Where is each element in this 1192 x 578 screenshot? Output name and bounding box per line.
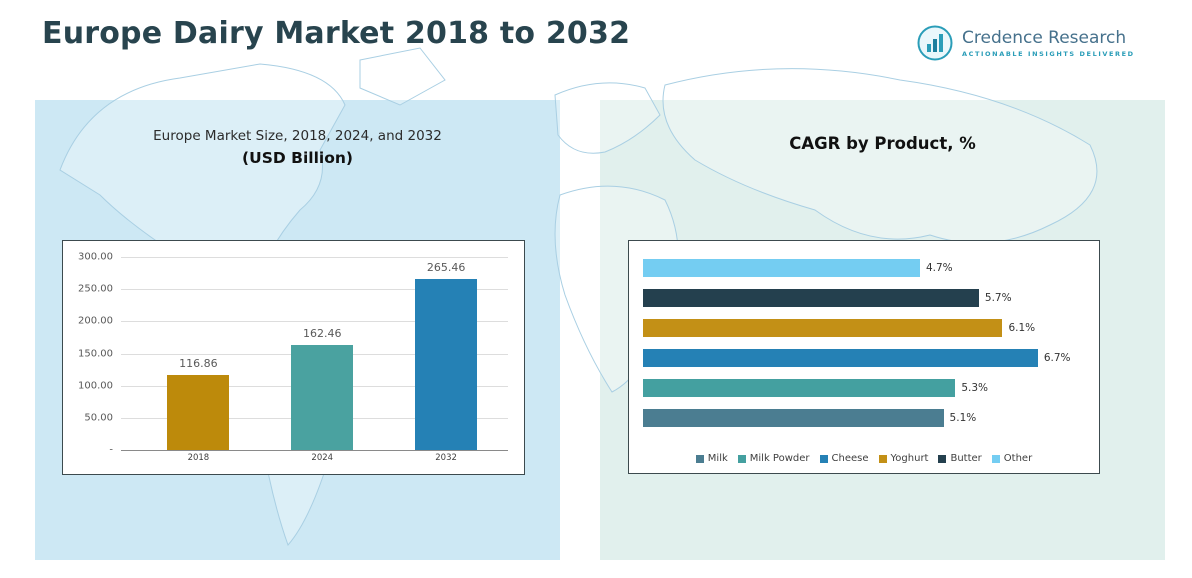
legend-label: Yoghurt — [890, 453, 929, 464]
y-axis-tick: 250.00 — [78, 283, 113, 295]
bar-value-label: 5.3% — [961, 382, 989, 394]
bar-value-label: 4.7% — [925, 262, 953, 274]
y-axis-tick: 300.00 — [78, 251, 113, 263]
logo-name: Credence Research — [962, 28, 1127, 48]
credence-research-logo: Credence Research Actionable Insights De… — [916, 24, 1135, 62]
y-axis-tick: 100.00 — [78, 380, 113, 392]
legend-item-other: Other — [991, 453, 1033, 464]
market-size-chart: 300.00 250.00 200.00 150.00 100.00 50.00 - 116.… — [62, 240, 525, 475]
bar-value-label: 265.46 — [426, 261, 466, 275]
bar-yoghurt — [643, 319, 1003, 337]
market-size-chart-title: Europe Market Size, 2018, 2024, and 2032… — [35, 128, 560, 167]
legend-label: Other — [1003, 453, 1033, 464]
cagr-bar-row: 4.7% — [643, 259, 1085, 277]
legend-label: Milk Powder — [749, 453, 810, 464]
legend-label: Cheese — [831, 453, 869, 464]
x-axis-tick: 2032 — [435, 453, 457, 463]
cagr-legend: Milk Milk Powder Cheese Yoghurt Butter Other — [629, 453, 1099, 464]
bar-value-label: 162.46 — [302, 327, 342, 341]
bar-value-label: 116.86 — [179, 356, 218, 370]
market-size-title-line1: Europe Market Size, 2018, 2024, and 2032 — [153, 128, 442, 144]
logo-text-block: Credence Research Actionable Insights De… — [962, 28, 1135, 58]
legend-item-yoghurt: Yoghurt — [878, 453, 929, 464]
y-axis-tick: 200.00 — [78, 315, 113, 327]
cagr-bar-row: 5.3% — [643, 379, 1085, 397]
x-axis-tick: 2024 — [311, 453, 334, 463]
bar-value-label: 5.7% — [984, 292, 1012, 304]
legend-item-butter: Butter — [938, 453, 982, 464]
legend-swatch — [695, 454, 704, 463]
y-axis-tick: 50.00 — [84, 412, 113, 424]
legend-swatch — [938, 454, 947, 463]
bar-cheese — [643, 349, 1038, 367]
market-size-title-line2: (USD Billion) — [242, 149, 353, 167]
legend-label: Milk — [707, 453, 728, 464]
y-axis-tick: 150.00 — [78, 348, 113, 359]
gridline — [121, 450, 508, 451]
x-axis-tick: 2018 — [187, 453, 210, 463]
cagr-chart: 4.7% 5.7% 6.1% 6.7% 5.3% 5.1% Milk Milk Powder… — [628, 240, 1100, 474]
legend-swatch — [737, 454, 746, 463]
gridline — [121, 257, 508, 258]
legend-item-milk: Milk — [695, 453, 728, 464]
bar-2018 — [167, 374, 230, 450]
legend-swatch — [819, 454, 828, 463]
bar-butter — [643, 289, 979, 307]
cagr-bar-row: 5.7% — [643, 289, 1085, 307]
cagr-bar-row: 6.7% — [643, 349, 1085, 367]
bar-other — [643, 259, 920, 277]
bar-value-label: 5.1% — [949, 412, 977, 424]
cagr-chart-title: CAGR by Product, % — [789, 134, 976, 153]
page-title: Europe Dairy Market 2018 to 2032 — [42, 16, 631, 51]
cagr-bar-row: 6.1% — [643, 319, 1085, 337]
logo-tagline: Actionable Insights Delivered — [962, 50, 1135, 58]
cagr-bar-row: 5.1% — [643, 409, 1085, 427]
market-size-plot: 300.00 250.00 200.00 150.00 100.00 50.00 - 116.… — [78, 252, 508, 463]
legend-item-cheese: Cheese — [819, 453, 869, 464]
bar-value-label: 6.1% — [1008, 322, 1036, 334]
logo-bar-chart-icon — [917, 25, 953, 61]
cagr-plot: 4.7% 5.7% 6.1% 6.7% 5.3% 5.1% — [643, 259, 1085, 427]
bar-milk — [643, 409, 944, 427]
bar-value-label: 6.7% — [1043, 352, 1071, 364]
y-axis-tick: - — [109, 444, 113, 456]
legend-swatch — [878, 454, 887, 463]
legend-label: Butter — [950, 453, 982, 464]
legend-swatch — [991, 454, 1000, 463]
bar-2024 — [291, 345, 354, 450]
bar-2032 — [415, 279, 478, 450]
bar-milk-powder — [643, 379, 956, 397]
legend-item-milk-powder: Milk Powder — [737, 453, 810, 464]
